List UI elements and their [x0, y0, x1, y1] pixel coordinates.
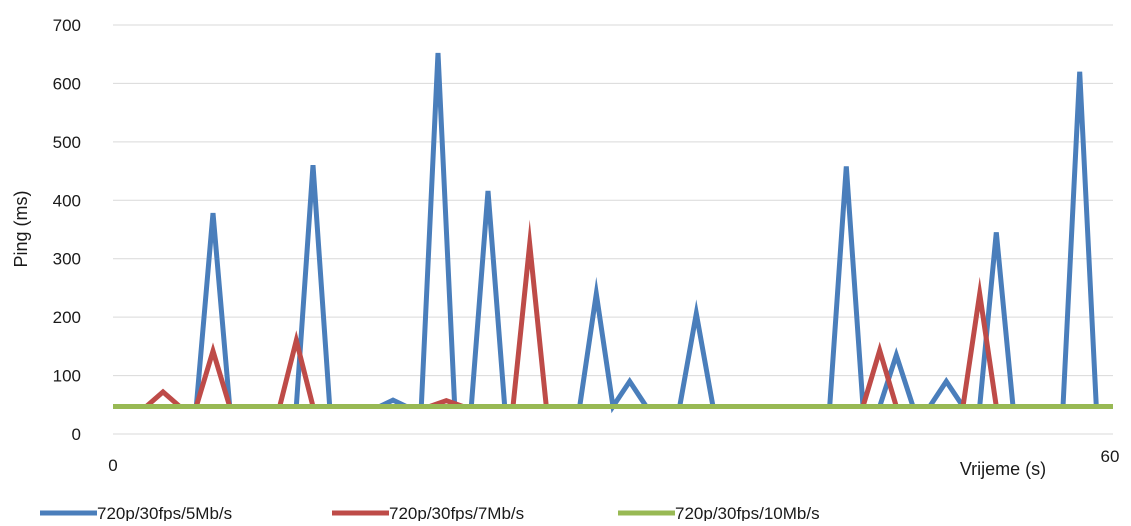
x-tick-label: 0 — [108, 456, 117, 475]
series-lines — [113, 52, 1113, 414]
series-line-1 — [113, 52, 1113, 414]
y-tick-label: 600 — [53, 74, 81, 93]
y-tick-label: 200 — [53, 308, 81, 327]
legend-label-3: 720p/30fps/10Mb/s — [675, 504, 820, 521]
legend-label-2: 720p/30fps/7Mb/s — [389, 504, 524, 521]
y-axis-title: Ping (ms) — [11, 190, 31, 267]
x-tick-labels: 0 60 — [108, 447, 1119, 475]
y-tick-label: 700 — [53, 16, 81, 35]
series-line-2 — [113, 219, 1113, 409]
x-tick-label: 60 — [1101, 447, 1120, 466]
y-tick-label: 0 — [72, 425, 81, 444]
gridlines — [113, 24, 1113, 435]
y-tick-label: 400 — [53, 191, 81, 210]
legend-label-1: 720p/30fps/5Mb/s — [97, 504, 232, 521]
y-tick-label: 500 — [53, 133, 81, 152]
x-axis-title: Vrijeme (s) — [960, 459, 1046, 479]
y-tick-label: 300 — [53, 250, 81, 269]
legend: 720p/30fps/5Mb/s 720p/30fps/7Mb/s 720p/30f… — [40, 504, 820, 523]
y-tick-label: 100 — [53, 367, 81, 386]
y-tick-labels: 0 100 200 300 400 500 600 700 — [53, 16, 81, 444]
